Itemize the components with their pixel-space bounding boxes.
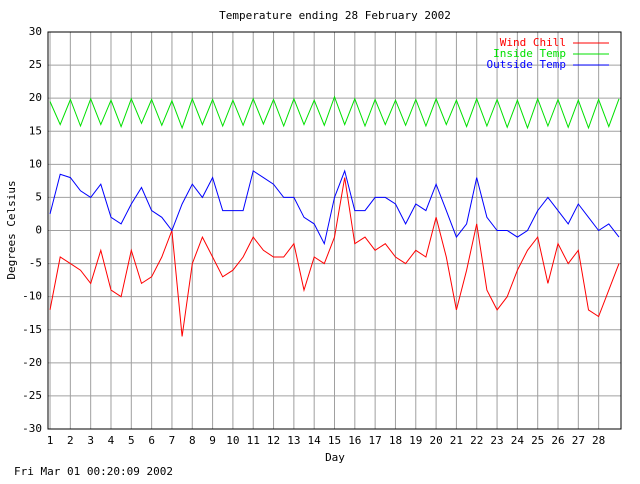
series-line — [49, 95, 620, 130]
x-tick-label: 10 — [226, 434, 239, 447]
x-tick-label: 5 — [128, 434, 135, 447]
x-tick-label: 17 — [369, 434, 382, 447]
x-tick-label: 18 — [389, 434, 402, 447]
y-tick-label: -10 — [22, 290, 42, 303]
y-axis-label: Degrees Celsius — [5, 180, 18, 279]
x-tick-label: 1 — [47, 434, 54, 447]
legend-label: Wind Chill — [500, 36, 566, 49]
y-tick-label: 5 — [35, 190, 42, 203]
series-line — [49, 177, 620, 337]
x-tick-label: 8 — [189, 434, 196, 447]
x-tick-label: 20 — [429, 434, 442, 447]
y-tick-label: 0 — [35, 224, 42, 237]
legend-label: Outside Temp — [487, 58, 566, 71]
x-tick-label: 14 — [308, 434, 322, 447]
x-tick-label: 3 — [87, 434, 94, 447]
x-tick-label: 22 — [470, 434, 483, 447]
x-tick-label: 16 — [348, 434, 361, 447]
x-tick-label: 7 — [169, 434, 176, 447]
x-tick-label: 28 — [592, 434, 605, 447]
x-tick-label: 2 — [67, 434, 74, 447]
x-tick-label: 15 — [328, 434, 341, 447]
chart-title: Temperature ending 28 February 2002 — [219, 9, 451, 22]
y-tick-label: 20 — [29, 91, 42, 104]
x-tick-label: 6 — [148, 434, 155, 447]
x-axis-label: Day — [325, 451, 345, 464]
x-tick-label: 25 — [531, 434, 544, 447]
y-tick-label: -20 — [22, 356, 42, 369]
y-tick-label: -25 — [22, 389, 42, 402]
footer: Fri Mar 01 00:20:09 2002 — [14, 465, 173, 478]
x-tick-label: 9 — [209, 434, 216, 447]
x-tick-label: 12 — [267, 434, 280, 447]
y-tick-label: -5 — [29, 257, 42, 270]
y-tick-label: -30 — [22, 422, 42, 435]
x-tick-label: 4 — [108, 434, 115, 447]
x-tick-label: 23 — [490, 434, 503, 447]
series-line — [49, 169, 620, 246]
plot-frame — [47, 31, 622, 430]
y-tick-label: -15 — [22, 323, 42, 336]
x-tick-label: 19 — [409, 434, 422, 447]
y-tick-label: 15 — [29, 124, 42, 137]
x-tick-label: 24 — [511, 434, 525, 447]
x-tick-label: 27 — [572, 434, 585, 447]
x-tick-label: 21 — [450, 434, 463, 447]
legend-label: Inside Temp — [493, 47, 566, 60]
y-tick-label: 10 — [29, 157, 42, 170]
x-tick-label: 26 — [551, 434, 564, 447]
x-tick-label: 11 — [247, 434, 260, 447]
y-tick-label: 25 — [29, 58, 42, 71]
y-tick-label: 30 — [29, 25, 42, 38]
x-tick-label: 13 — [287, 434, 300, 447]
